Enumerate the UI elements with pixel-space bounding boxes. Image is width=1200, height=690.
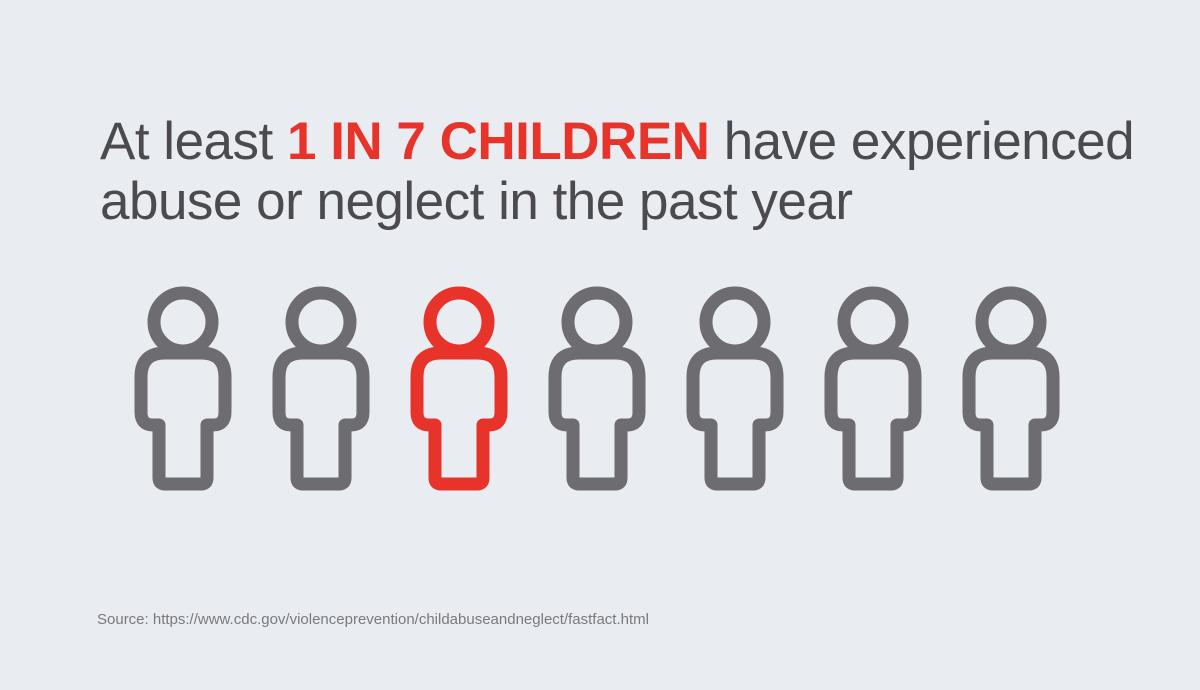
person-icon <box>693 293 777 484</box>
headline-line-2: abuse or neglect in the past year <box>100 172 853 231</box>
headline-line1-end: have experienced <box>723 112 1135 171</box>
headline-line-1: At least 1 IN 7 CHILDREN have experience… <box>100 112 1135 172</box>
headline-lead: At least <box>100 112 273 171</box>
person-icon <box>141 293 225 484</box>
person-icon <box>555 293 639 484</box>
headline: At least 1 IN 7 CHILDREN have experience… <box>100 112 1135 232</box>
headline-highlight: 1 IN 7 CHILDREN <box>287 112 710 171</box>
person-icon <box>279 293 363 484</box>
source: Source: https://www.cdc.gov/violenceprev… <box>97 611 649 628</box>
person-icon <box>969 293 1053 484</box>
person-icon <box>831 293 915 484</box>
person-icon-highlighted <box>417 293 501 484</box>
